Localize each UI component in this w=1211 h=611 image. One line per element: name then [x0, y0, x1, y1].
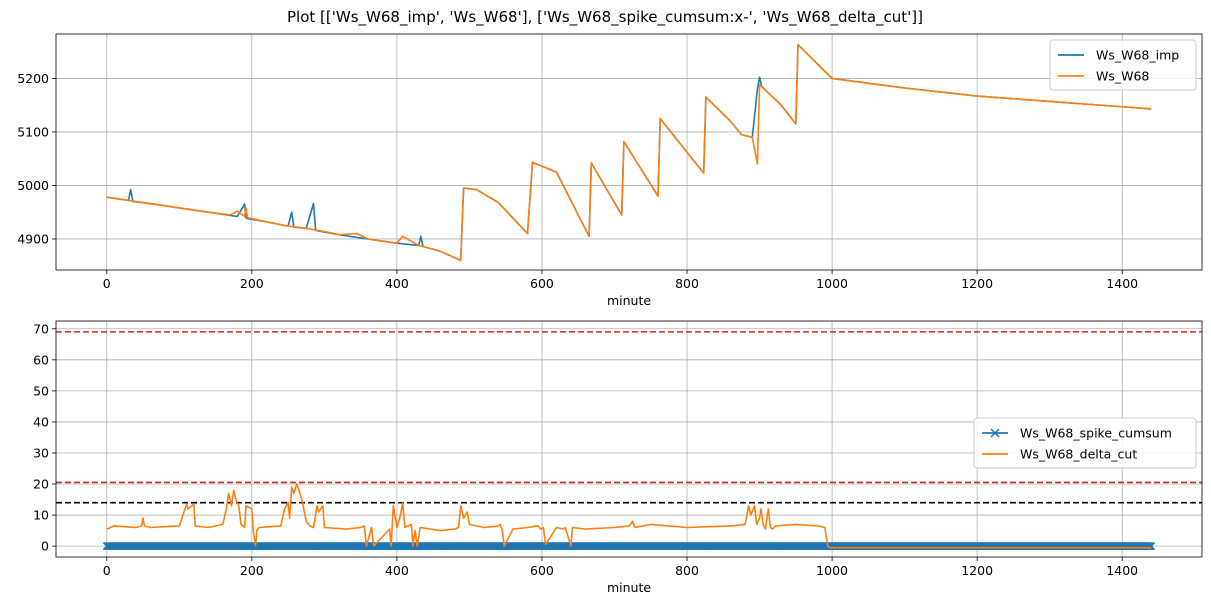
- top-chart: 0 200 400 600 800 1000 1200 1400 4900 5000 5100 520…: [17, 33, 1203, 308]
- y-tick-label: 5200: [17, 71, 49, 86]
- axes-frame: [55, 320, 1203, 558]
- legend-label: Ws_W68: [1096, 69, 1149, 84]
- y-tick-label: 10: [33, 508, 49, 523]
- x-tick-label: 200: [240, 276, 264, 291]
- series-markers-spike-cumsum: [102, 542, 1156, 551]
- x-tick-label: 800: [675, 563, 699, 578]
- x-tick-label: 0: [103, 563, 111, 578]
- y-tick-label: 50: [33, 383, 49, 398]
- x-tick-label: 800: [675, 276, 699, 291]
- y-tick-label: 4900: [17, 231, 49, 246]
- figure-title: Plot [['Ws_W68_imp', 'Ws_W68'], ['Ws_W68…: [287, 8, 923, 27]
- axes-frame: [55, 33, 1203, 271]
- x-tick-label: 1000: [816, 563, 848, 578]
- y-tick-label: 5100: [17, 124, 49, 139]
- y-tick-label: 40: [33, 414, 49, 429]
- x-tick-label: 1200: [961, 563, 993, 578]
- legend-label: Ws_W68_spike_cumsum: [1020, 426, 1172, 441]
- x-tick-label: 1000: [816, 276, 848, 291]
- bottom-chart: 0 200 400 600 800 1000 1200 1400 0 10 20 30 40 50 60 70…: [33, 320, 1203, 595]
- legend-box: [973, 417, 1197, 469]
- x-axis-label: minute: [607, 580, 651, 595]
- x-tick-label: 1400: [1106, 276, 1138, 291]
- series-line: [106, 43, 1152, 262]
- x-tick-label: 0: [103, 276, 111, 291]
- legend-box: [1049, 39, 1197, 91]
- x-axis-label: minute: [607, 293, 651, 308]
- x-tick-label: 200: [240, 563, 264, 578]
- legend: Ws_W68_imp Ws_W68: [1049, 39, 1197, 91]
- series-line: [106, 483, 1152, 549]
- x-tick-label: 400: [385, 563, 409, 578]
- x-tick-label: 1400: [1106, 563, 1138, 578]
- x-tick-label: 1200: [961, 276, 993, 291]
- y-tick-label: 70: [33, 321, 49, 336]
- plot-area: [56, 331, 1202, 551]
- series-line: [106, 43, 1152, 262]
- legend-label: Ws_W68_delta_cut: [1020, 447, 1137, 462]
- y-tick-label: 20: [33, 477, 49, 492]
- y-tick-label: 5000: [17, 178, 49, 193]
- legend-marker: [990, 428, 1000, 438]
- legend-label: Ws_W68_imp: [1096, 48, 1179, 63]
- legend: Ws_W68_spike_cumsum Ws_W68_delta_cut: [973, 417, 1197, 469]
- y-tick-label: 60: [33, 352, 49, 367]
- x-tick-label: 600: [530, 276, 554, 291]
- x-tick-label: 600: [530, 563, 554, 578]
- x-tick-label: 400: [385, 276, 409, 291]
- y-tick-label: 0: [41, 539, 49, 554]
- y-tick-label: 30: [33, 445, 49, 460]
- plot-area: [106, 43, 1152, 262]
